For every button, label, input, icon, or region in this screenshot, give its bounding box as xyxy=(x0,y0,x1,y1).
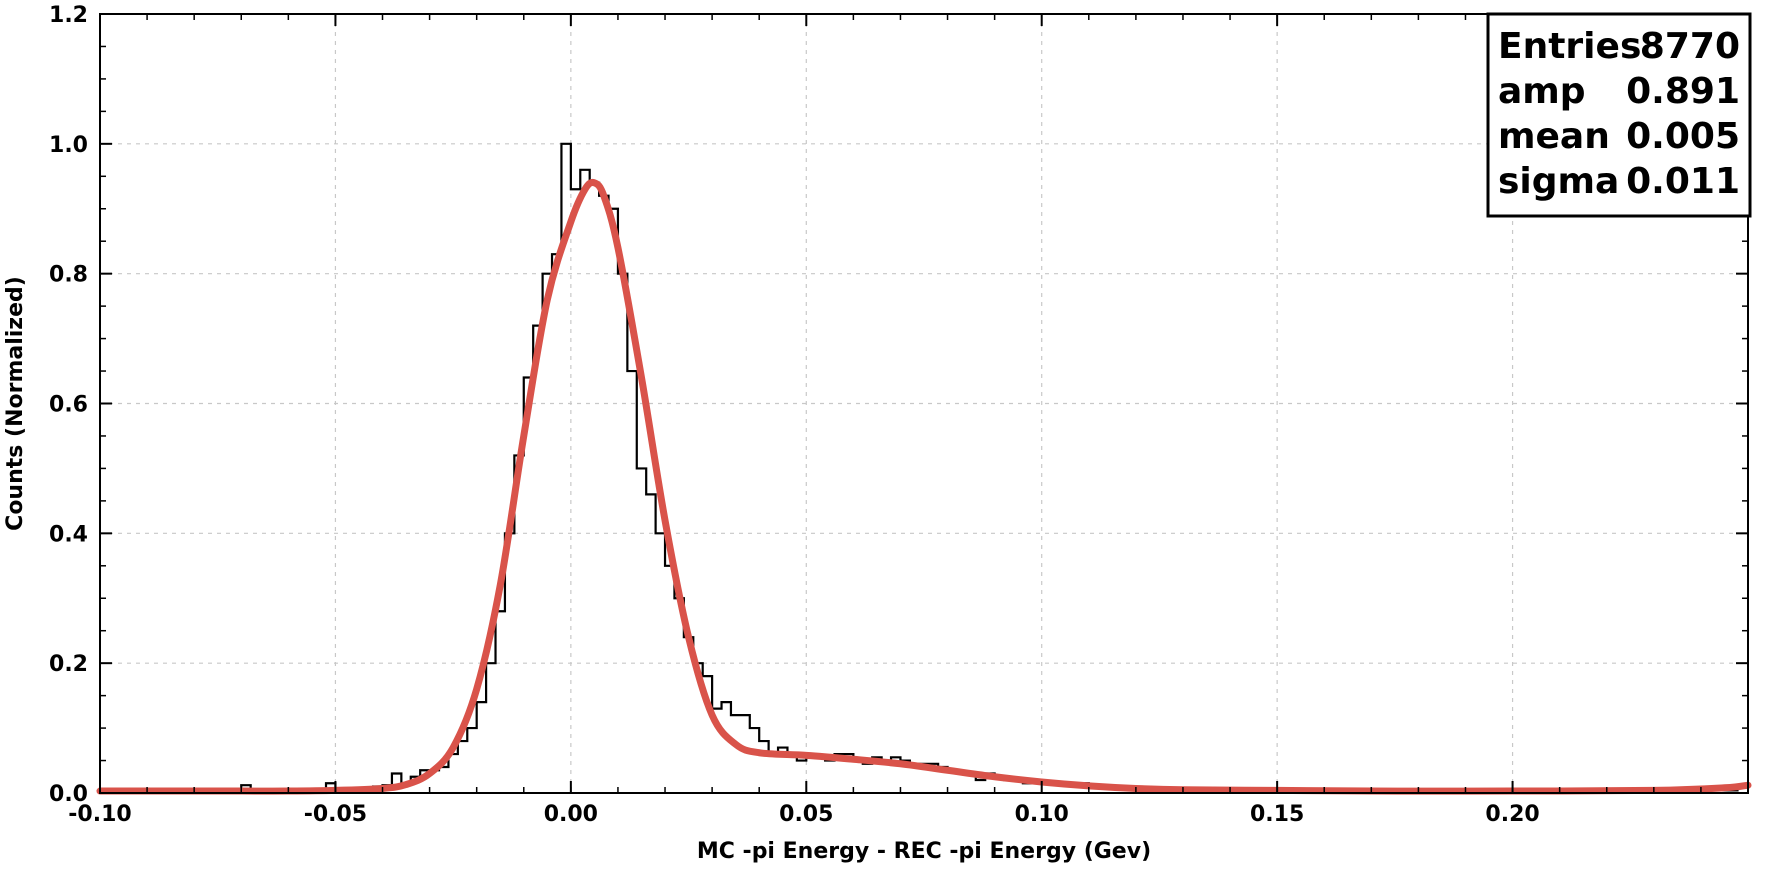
fit-curve xyxy=(96,178,1752,795)
x-tick-label: 0.05 xyxy=(779,802,833,827)
stats-value: 0.011 xyxy=(1626,161,1740,202)
histogram xyxy=(98,142,1739,793)
histogram-outline xyxy=(98,142,1739,793)
stats-label: sigma xyxy=(1498,161,1619,202)
x-tick-label: 0.00 xyxy=(544,802,598,827)
y-tick-label: 0.0 xyxy=(49,782,88,807)
y-tick-label: 0.2 xyxy=(49,652,88,677)
y-tick-label: 0.4 xyxy=(49,522,88,547)
x-axis-label: MC -pi Energy - REC -pi Energy (Gev) xyxy=(697,839,1151,864)
x-tick-label: -0.05 xyxy=(304,802,367,827)
x-tick-label: -0.10 xyxy=(68,802,131,827)
stats-value: 0.891 xyxy=(1626,71,1740,112)
x-tick-label: 0.10 xyxy=(1015,802,1069,827)
y-tick-label: 0.8 xyxy=(49,263,88,288)
fit-line xyxy=(96,178,1752,795)
stats-label: mean xyxy=(1498,116,1610,157)
x-tick-label: 0.15 xyxy=(1250,802,1304,827)
y-tick-label: 0.6 xyxy=(49,393,88,418)
y-tick-label: 1.2 xyxy=(49,3,88,28)
stats-value: 0.005 xyxy=(1626,116,1740,157)
stats-value: 8770 xyxy=(1640,26,1740,67)
stats-label: Entries xyxy=(1498,26,1641,67)
y-tick-label: 1.0 xyxy=(49,133,88,158)
stats-box-frame xyxy=(1486,12,1752,218)
x-axis-ticks: -0.10 -0.05 0.00 0.05 0.10 0.15 0.20 xyxy=(68,14,1702,827)
y-axis-label: Counts (Normalized) xyxy=(3,276,28,531)
x-tick-label: 0.20 xyxy=(1485,802,1539,827)
stats-label: amp xyxy=(1498,71,1586,112)
